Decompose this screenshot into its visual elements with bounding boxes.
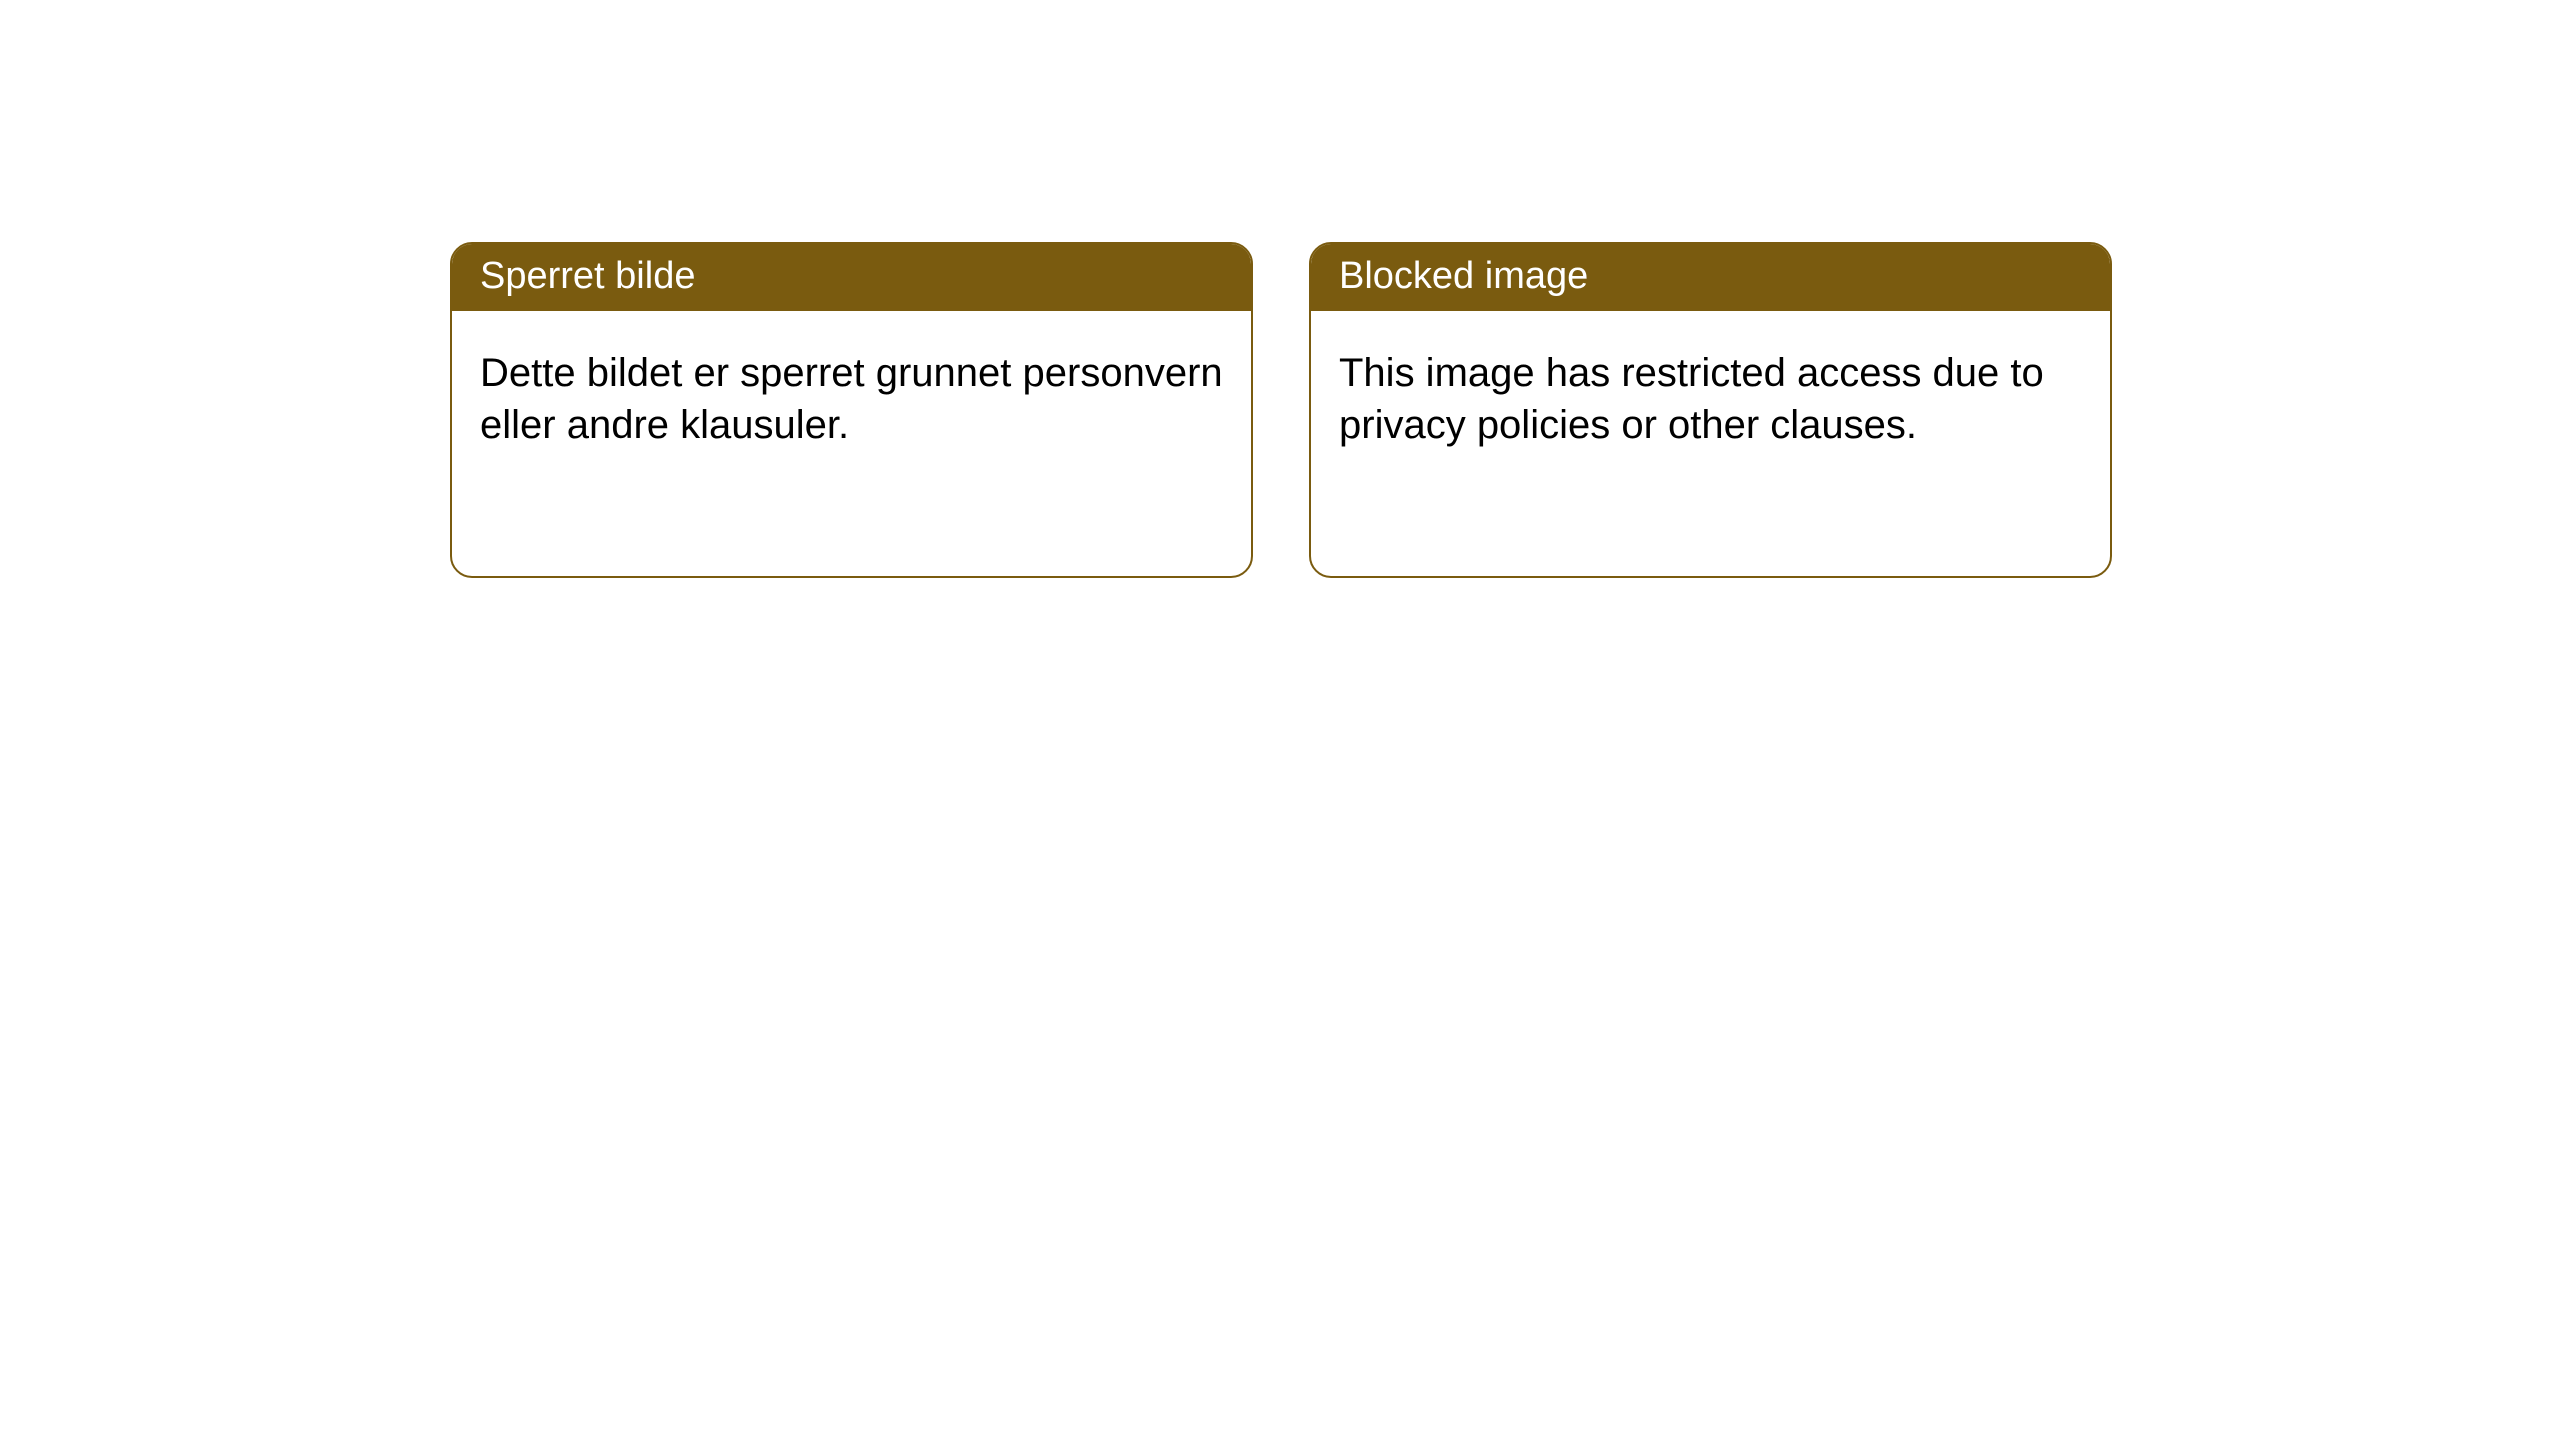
notice-card-norwegian: Sperret bilde Dette bildet er sperret gr… — [450, 242, 1253, 578]
notice-card-english: Blocked image This image has restricted … — [1309, 242, 2112, 578]
notice-container: Sperret bilde Dette bildet er sperret gr… — [0, 0, 2560, 578]
card-body-text: Dette bildet er sperret grunnet personve… — [452, 311, 1251, 479]
card-body-text: This image has restricted access due to … — [1311, 311, 2110, 479]
card-title: Sperret bilde — [452, 244, 1251, 311]
card-title: Blocked image — [1311, 244, 2110, 311]
